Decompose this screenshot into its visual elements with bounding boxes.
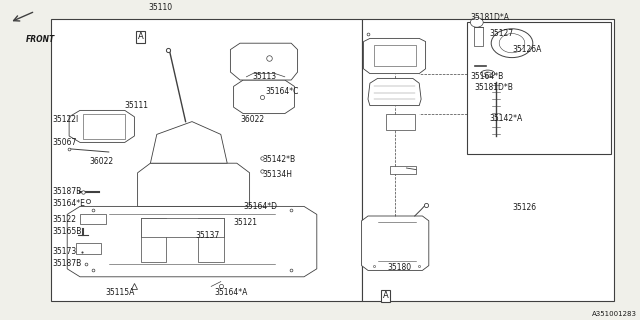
- Text: 36022: 36022: [90, 157, 114, 166]
- Text: 35122: 35122: [52, 215, 77, 224]
- Bar: [386, 114, 415, 130]
- Text: 35142*B: 35142*B: [262, 156, 296, 164]
- Text: 35137: 35137: [195, 231, 220, 240]
- Ellipse shape: [481, 70, 495, 77]
- Ellipse shape: [470, 18, 483, 27]
- Text: 35111: 35111: [125, 101, 149, 110]
- Text: 35110: 35110: [148, 4, 172, 12]
- Polygon shape: [362, 216, 429, 270]
- Polygon shape: [364, 38, 426, 74]
- Polygon shape: [368, 78, 421, 106]
- Text: 35122I: 35122I: [52, 116, 79, 124]
- Text: 35164*B: 35164*B: [470, 72, 504, 81]
- Text: 35126A: 35126A: [512, 45, 541, 54]
- Bar: [83, 114, 125, 139]
- Bar: [51, 19, 362, 301]
- Text: 35164*D: 35164*D: [243, 202, 277, 211]
- Text: 35181D*B: 35181D*B: [475, 84, 514, 92]
- Text: 35134H: 35134H: [262, 170, 292, 179]
- Text: 36022: 36022: [240, 116, 264, 124]
- Text: 35165B: 35165B: [52, 228, 82, 236]
- Text: 35126: 35126: [512, 204, 536, 212]
- Text: A: A: [138, 32, 143, 41]
- Bar: [374, 45, 416, 66]
- Bar: [80, 214, 106, 224]
- Text: 35127: 35127: [490, 29, 514, 38]
- Polygon shape: [230, 43, 298, 80]
- Polygon shape: [67, 206, 317, 277]
- Text: 35164*A: 35164*A: [214, 288, 248, 297]
- Text: 35187B: 35187B: [52, 260, 82, 268]
- Text: 35173: 35173: [52, 247, 77, 256]
- Bar: [362, 19, 614, 301]
- Bar: [198, 218, 224, 262]
- Polygon shape: [69, 110, 134, 142]
- Text: 35187B: 35187B: [52, 188, 82, 196]
- Bar: [76, 243, 101, 254]
- Text: 35164*E: 35164*E: [52, 199, 85, 208]
- Ellipse shape: [492, 29, 532, 58]
- Polygon shape: [138, 163, 250, 206]
- Text: 35142*A: 35142*A: [490, 114, 523, 123]
- Bar: [474, 27, 483, 46]
- Ellipse shape: [499, 34, 525, 53]
- Text: 35181D*A: 35181D*A: [470, 13, 509, 22]
- Text: 35121: 35121: [234, 218, 258, 227]
- Text: 35067: 35067: [52, 138, 77, 147]
- Text: 35115A: 35115A: [106, 288, 135, 297]
- Text: FRONT: FRONT: [26, 35, 55, 44]
- Text: 35164*C: 35164*C: [266, 87, 299, 96]
- Ellipse shape: [484, 72, 491, 75]
- Polygon shape: [234, 80, 294, 114]
- Text: A: A: [383, 292, 388, 300]
- Polygon shape: [150, 122, 227, 163]
- Bar: [467, 22, 611, 154]
- Bar: [390, 166, 416, 174]
- Bar: [141, 218, 166, 262]
- Text: 35113: 35113: [253, 72, 277, 81]
- Text: 35180: 35180: [387, 263, 412, 272]
- Bar: [141, 218, 224, 237]
- Text: A351001283: A351001283: [592, 311, 637, 317]
